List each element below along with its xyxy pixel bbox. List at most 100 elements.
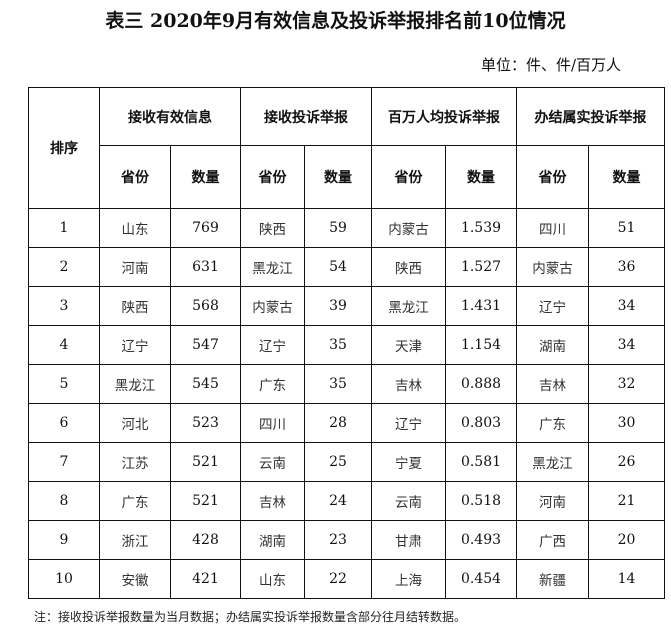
province-cell: 陕西 (99, 286, 171, 326)
count-cell: 32 (588, 364, 665, 404)
province-cell: 辽宁 (240, 325, 305, 365)
province-cell: 云南 (240, 442, 305, 482)
header-rank: 排序 (28, 87, 100, 209)
page-title: 表三 2020年9月有效信息及投诉举报排名前10位情况 (105, 10, 566, 32)
rank-cell: 4 (28, 325, 100, 365)
header-province: 省份 (371, 145, 446, 209)
count-cell: 34 (588, 325, 665, 365)
header-group: 办结属实投诉举报 (516, 87, 665, 146)
province-cell: 江苏 (99, 442, 171, 482)
header-province: 省份 (99, 145, 171, 209)
province-cell: 辽宁 (99, 325, 171, 365)
province-cell: 山东 (99, 208, 171, 248)
table-row: 10 安徽 421 山东 22 上海 0.454 新疆 14 (28, 559, 665, 599)
province-cell: 广西 (516, 520, 589, 560)
province-cell: 吉林 (371, 364, 446, 404)
count-cell: 59 (304, 208, 372, 248)
table-row: 7 江苏 521 云南 25 宁夏 0.581 黑龙江 26 (28, 442, 665, 482)
province-cell: 云南 (371, 481, 446, 521)
province-cell: 宁夏 (371, 442, 446, 482)
count-cell: 523 (170, 403, 241, 443)
province-cell: 上海 (371, 559, 446, 599)
table-row: 2 河南 631 黑龙江 54 陕西 1.527 内蒙古 36 (28, 247, 665, 287)
count-cell: 30 (588, 403, 665, 443)
count-cell: 35 (304, 364, 372, 404)
province-cell: 吉林 (240, 481, 305, 521)
count-cell: 20 (588, 520, 665, 560)
province-cell: 内蒙古 (240, 286, 305, 326)
province-cell: 安徽 (99, 559, 171, 599)
count-cell: 26 (588, 442, 665, 482)
header-count: 数量 (445, 145, 517, 209)
count-cell: 0.454 (445, 559, 517, 599)
province-cell: 河南 (516, 481, 589, 521)
count-cell: 0.581 (445, 442, 517, 482)
province-cell: 湖南 (240, 520, 305, 560)
table-row: 9 浙江 428 湖南 23 甘肃 0.493 广西 20 (28, 520, 665, 560)
count-cell: 1.539 (445, 208, 517, 248)
count-cell: 0.803 (445, 403, 517, 443)
rank-cell: 3 (28, 286, 100, 326)
footnote: 注：接收投诉举报数量为当月数据；办结属实投诉举报数量含部分往月结转数据。 (34, 610, 467, 624)
header-count: 数量 (170, 145, 241, 209)
count-cell: 545 (170, 364, 241, 404)
rank-cell: 9 (28, 520, 100, 560)
table-row: 8 广东 521 吉林 24 云南 0.518 河南 21 (28, 481, 665, 521)
province-cell: 广东 (516, 403, 589, 443)
province-cell: 黑龙江 (371, 286, 446, 326)
unit-label: 单位：件、件/百万人 (480, 56, 621, 74)
count-cell: 421 (170, 559, 241, 599)
count-cell: 428 (170, 520, 241, 560)
count-cell: 631 (170, 247, 241, 287)
province-cell: 河北 (99, 403, 171, 443)
count-cell: 769 (170, 208, 241, 248)
header-group: 百万人均投诉举报 (371, 87, 517, 146)
header-group: 接收投诉举报 (240, 87, 372, 146)
table-row: 5 黑龙江 545 广东 35 吉林 0.888 吉林 32 (28, 364, 665, 404)
table-row: 3 陕西 568 内蒙古 39 黑龙江 1.431 辽宁 34 (28, 286, 665, 326)
province-cell: 天津 (371, 325, 446, 365)
count-cell: 28 (304, 403, 372, 443)
header-count: 数量 (588, 145, 665, 209)
count-cell: 568 (170, 286, 241, 326)
count-cell: 14 (588, 559, 665, 599)
rank-cell: 1 (28, 208, 100, 248)
rank-cell: 7 (28, 442, 100, 482)
count-cell: 22 (304, 559, 372, 599)
rank-cell: 10 (28, 559, 100, 599)
count-cell: 1.431 (445, 286, 517, 326)
province-cell: 浙江 (99, 520, 171, 560)
rank-cell: 2 (28, 247, 100, 287)
count-cell: 21 (588, 481, 665, 521)
header-province: 省份 (516, 145, 589, 209)
count-cell: 24 (304, 481, 372, 521)
rank-cell: 8 (28, 481, 100, 521)
province-cell: 山东 (240, 559, 305, 599)
province-cell: 吉林 (516, 364, 589, 404)
count-cell: 521 (170, 442, 241, 482)
count-cell: 547 (170, 325, 241, 365)
count-cell: 521 (170, 481, 241, 521)
province-cell: 陕西 (371, 247, 446, 287)
count-cell: 25 (304, 442, 372, 482)
province-cell: 河南 (99, 247, 171, 287)
count-cell: 39 (304, 286, 372, 326)
table-row: 1 山东 769 陕西 59 内蒙古 1.539 四川 51 (28, 208, 665, 248)
province-cell: 甘肃 (371, 520, 446, 560)
province-cell: 黑龙江 (516, 442, 589, 482)
header-province: 省份 (240, 145, 305, 209)
province-cell: 陕西 (240, 208, 305, 248)
table-row: 6 河北 523 四川 28 辽宁 0.803 广东 30 (28, 403, 665, 443)
ranking-table: 排序 接收有效信息 接收投诉举报 百万人均投诉举报 办结属实投诉举报 省份 数量… (28, 87, 665, 599)
count-cell: 34 (588, 286, 665, 326)
rank-cell: 6 (28, 403, 100, 443)
province-cell: 内蒙古 (371, 208, 446, 248)
province-cell: 广东 (240, 364, 305, 404)
province-cell: 辽宁 (516, 286, 589, 326)
province-cell: 广东 (99, 481, 171, 521)
count-cell: 0.493 (445, 520, 517, 560)
count-cell: 1.154 (445, 325, 517, 365)
count-cell: 51 (588, 208, 665, 248)
header-count: 数量 (304, 145, 372, 209)
province-cell: 辽宁 (371, 403, 446, 443)
